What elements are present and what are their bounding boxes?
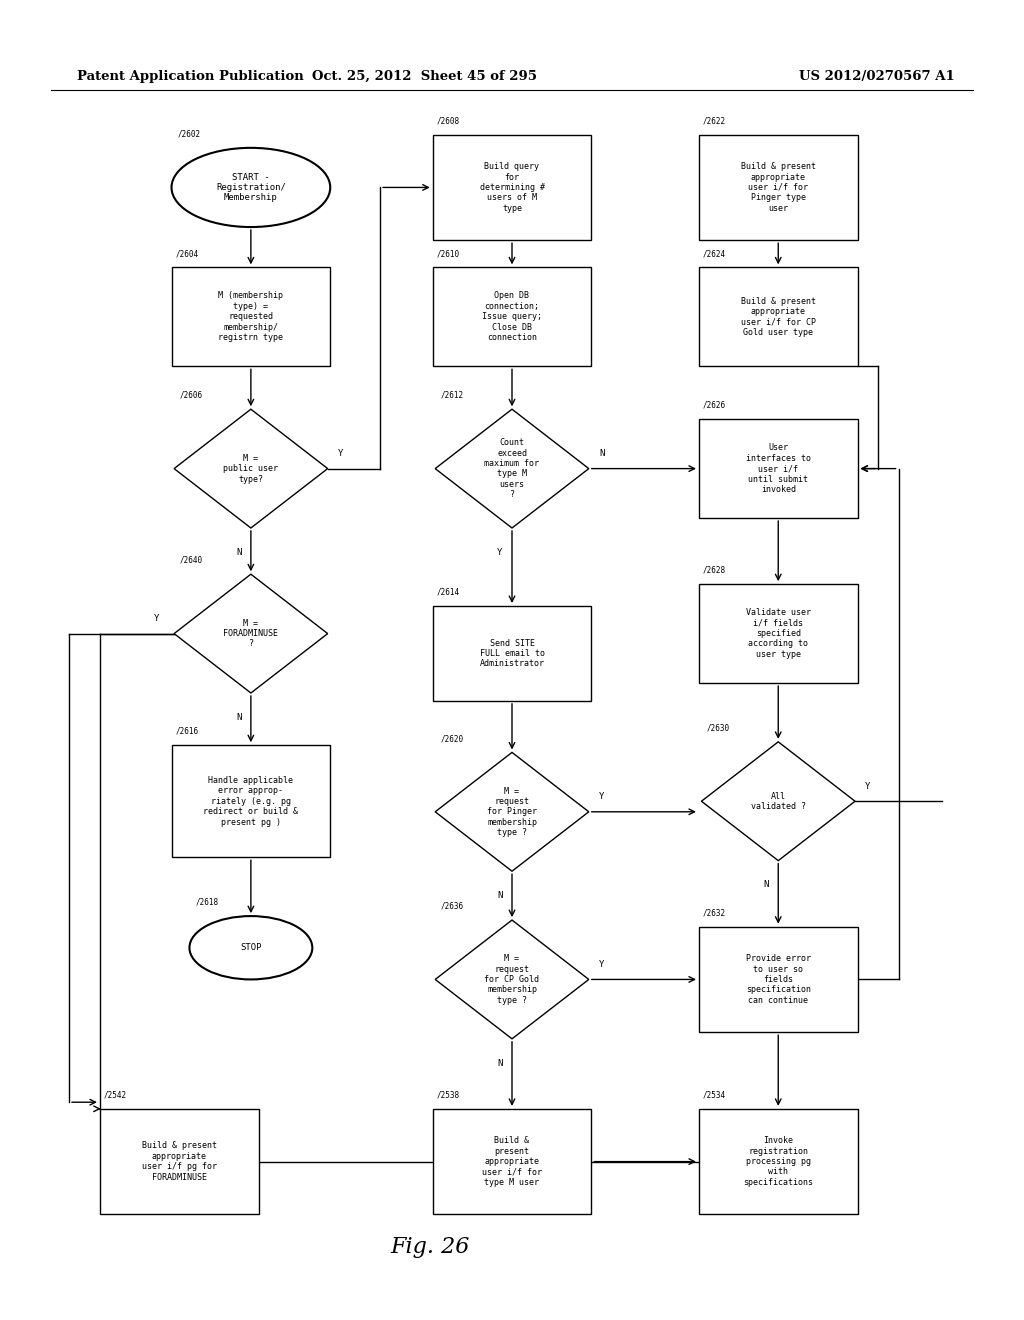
Text: /2614: /2614 — [436, 587, 460, 597]
Text: Build query
for
determining #
users of M
type: Build query for determining # users of M… — [479, 162, 545, 213]
Text: N: N — [763, 880, 769, 890]
Polygon shape — [701, 742, 855, 861]
FancyBboxPatch shape — [171, 267, 330, 366]
Polygon shape — [435, 752, 589, 871]
Text: /2636: /2636 — [440, 902, 464, 911]
Polygon shape — [435, 409, 589, 528]
FancyBboxPatch shape — [698, 267, 858, 366]
Text: Build & present
appropriate
user i/f for CP
Gold user type: Build & present appropriate user i/f for… — [740, 297, 816, 337]
Text: Patent Application Publication: Patent Application Publication — [77, 70, 303, 83]
Text: /2606: /2606 — [179, 391, 203, 400]
FancyBboxPatch shape — [698, 1109, 858, 1214]
Text: N: N — [497, 891, 503, 900]
Text: /2630: /2630 — [707, 723, 730, 733]
Text: Y: Y — [154, 614, 159, 623]
Text: Y: Y — [599, 960, 604, 969]
Polygon shape — [435, 920, 589, 1039]
Text: /2624: /2624 — [702, 249, 726, 259]
Text: Open DB
connection;
Issue query;
Close DB
connection: Open DB connection; Issue query; Close D… — [482, 292, 542, 342]
Text: Y: Y — [599, 792, 604, 801]
Text: M =
FORADMINUSE
?: M = FORADMINUSE ? — [223, 619, 279, 648]
Text: /2612: /2612 — [440, 391, 464, 400]
Text: Handle applicable
error approp-
riately (e.g. pg
redirect or build &
present pg : Handle applicable error approp- riately … — [204, 776, 298, 826]
Text: Y: Y — [865, 781, 870, 791]
Text: Provide error
to user so
fields
specification
can continue: Provide error to user so fields specific… — [745, 954, 811, 1005]
Text: /2632: /2632 — [702, 908, 726, 917]
Text: /2628: /2628 — [702, 566, 726, 576]
Text: M (membership
type) =
requested
membership/
registrn type: M (membership type) = requested membersh… — [218, 292, 284, 342]
FancyBboxPatch shape — [171, 744, 330, 858]
Text: Invoke
registration
processing pg
with
specifications: Invoke registration processing pg with s… — [743, 1137, 813, 1187]
Text: STOP: STOP — [241, 944, 261, 952]
Text: Y: Y — [338, 449, 343, 458]
Text: User
interfaces to
user i/f
until submit
invoked: User interfaces to user i/f until submit… — [745, 444, 811, 494]
Text: M =
request
for Pinger
membership
type ?: M = request for Pinger membership type ? — [487, 787, 537, 837]
Text: Fig. 26: Fig. 26 — [390, 1237, 470, 1258]
Text: /2538: /2538 — [436, 1090, 460, 1100]
Text: N: N — [236, 548, 242, 557]
Text: /2618: /2618 — [196, 898, 219, 907]
Text: All
validated ?: All validated ? — [751, 792, 806, 810]
Text: /2542: /2542 — [104, 1090, 127, 1100]
Text: /2602: /2602 — [178, 129, 201, 139]
Text: /2534: /2534 — [702, 1090, 726, 1100]
Text: M =
request
for CP Gold
membership
type ?: M = request for CP Gold membership type … — [484, 954, 540, 1005]
Text: /2620: /2620 — [440, 734, 464, 743]
Text: /2626: /2626 — [702, 401, 726, 409]
Text: N: N — [599, 449, 604, 458]
Text: N: N — [236, 713, 242, 722]
Text: /2604: /2604 — [176, 249, 199, 259]
FancyBboxPatch shape — [432, 267, 592, 366]
FancyBboxPatch shape — [432, 606, 592, 701]
Text: M =
public user
type?: M = public user type? — [223, 454, 279, 483]
Polygon shape — [174, 409, 328, 528]
Ellipse shape — [171, 148, 330, 227]
Text: Build &
present
appropriate
user i/f for
type M user: Build & present appropriate user i/f for… — [482, 1137, 542, 1187]
FancyBboxPatch shape — [698, 135, 858, 240]
Text: START -
Registration/
Membership: START - Registration/ Membership — [216, 173, 286, 202]
Polygon shape — [174, 574, 328, 693]
Text: /2640: /2640 — [179, 556, 203, 565]
Text: Oct. 25, 2012  Sheet 45 of 295: Oct. 25, 2012 Sheet 45 of 295 — [312, 70, 538, 83]
FancyBboxPatch shape — [99, 1109, 258, 1214]
Text: Build & present
appropriate
user i/f for
Pinger type
user: Build & present appropriate user i/f for… — [740, 162, 816, 213]
Text: Count
exceed
maximum for
type M
users
?: Count exceed maximum for type M users ? — [484, 438, 540, 499]
Ellipse shape — [189, 916, 312, 979]
Text: /2610: /2610 — [436, 249, 460, 259]
Text: N: N — [497, 1059, 503, 1068]
FancyBboxPatch shape — [698, 927, 858, 1032]
FancyBboxPatch shape — [432, 1109, 592, 1214]
Text: Validate user
i/f fields
specified
according to
user type: Validate user i/f fields specified accor… — [745, 609, 811, 659]
Text: /2622: /2622 — [702, 116, 726, 125]
Text: Y: Y — [497, 548, 503, 557]
Text: /2616: /2616 — [176, 727, 199, 737]
Text: US 2012/0270567 A1: US 2012/0270567 A1 — [799, 70, 954, 83]
FancyBboxPatch shape — [698, 583, 858, 682]
Text: Build & present
appropriate
user i/f pg for
FORADMINUSE: Build & present appropriate user i/f pg … — [141, 1142, 217, 1181]
Text: /2608: /2608 — [436, 116, 460, 125]
FancyBboxPatch shape — [698, 420, 858, 517]
FancyBboxPatch shape — [432, 135, 592, 240]
Text: Send SITE
FULL email to
Administrator: Send SITE FULL email to Administrator — [479, 639, 545, 668]
